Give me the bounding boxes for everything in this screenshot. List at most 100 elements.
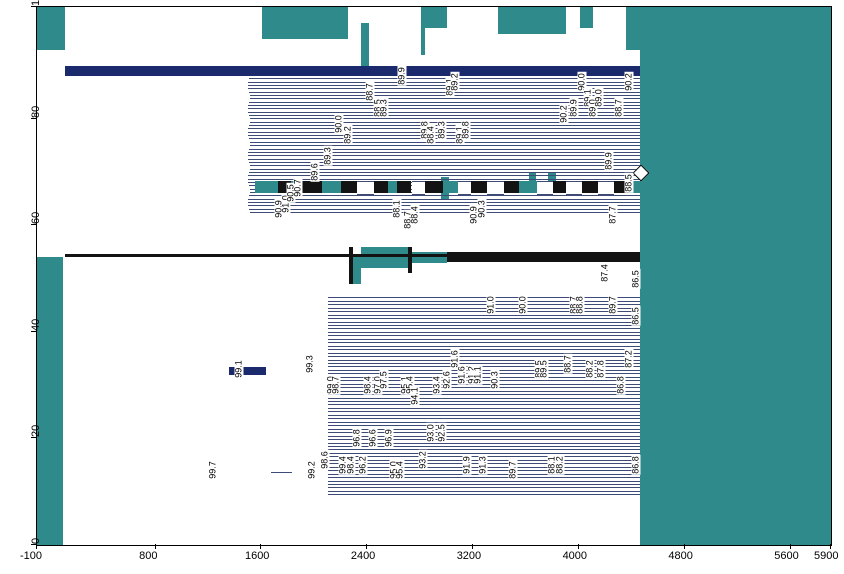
- crossband-seg: [537, 181, 553, 196]
- contour-label: 89.6: [310, 162, 319, 182]
- x-tick: [830, 544, 831, 549]
- contour-label: 87.2: [624, 349, 633, 369]
- contour-label: 90.7: [293, 178, 302, 198]
- contour-lower: [328, 311, 640, 312]
- y-tick-label: 60: [30, 212, 42, 224]
- contour-label: 86.8: [632, 455, 641, 475]
- y-tick: [31, 331, 36, 332]
- contour-label: 90.2: [624, 72, 633, 92]
- contour-upper: [248, 112, 641, 113]
- contour-lower: [328, 346, 640, 347]
- y-tick: [31, 6, 36, 7]
- contour-lower: [328, 339, 640, 340]
- x-tick-label: -100: [20, 550, 42, 562]
- y-tick: [31, 224, 36, 225]
- contour-label: 89.5: [539, 359, 548, 379]
- contour-label: 87.4: [600, 264, 609, 284]
- navy-outline: [65, 66, 641, 77]
- teal-region: [498, 7, 567, 34]
- contour-label: 90.2: [559, 104, 568, 124]
- crossband-seg: [397, 181, 412, 194]
- crossband-seg: [519, 181, 538, 194]
- contour-label: 88.2: [586, 359, 595, 379]
- contour-label: 92.5: [437, 423, 446, 443]
- contour-lower: [328, 404, 640, 405]
- contour-lower: [328, 415, 640, 416]
- contour-lower: [328, 297, 640, 298]
- crossband-seg: [553, 181, 566, 194]
- contour-label: 93.4: [432, 375, 441, 395]
- contour-upper: [249, 115, 641, 116]
- x-tick-label: 1600: [245, 550, 269, 562]
- contour-label: 88.1: [392, 200, 401, 220]
- contour-label: 94.1: [411, 386, 420, 406]
- crossband-seg: [566, 181, 582, 196]
- x-tick-label: 800: [139, 550, 157, 562]
- contour-lower: [328, 304, 640, 305]
- contour-lower: [328, 491, 640, 492]
- teal-region: [640, 7, 653, 28]
- crossband-seg: [582, 181, 598, 194]
- x-tick-label: 2400: [351, 550, 375, 562]
- stub-line: [271, 472, 292, 473]
- contour-label: 99.3: [305, 354, 314, 374]
- contour-label: 89.0: [595, 88, 604, 108]
- contour-lower: [328, 449, 640, 450]
- contour-label: 93.0: [427, 423, 436, 443]
- contour-label: 91.1: [473, 365, 482, 385]
- contour-label: 96.9: [385, 429, 394, 449]
- contour-lower: [328, 484, 640, 485]
- contour-upper: [249, 209, 641, 210]
- x-tick: [366, 544, 367, 549]
- crossband-seg: [388, 181, 397, 194]
- teal-region: [626, 7, 641, 50]
- contour-label: 88.7: [615, 98, 624, 118]
- contour-label: 87.7: [608, 205, 617, 225]
- teal-region: [315, 7, 348, 39]
- crossband-seg: [471, 181, 487, 194]
- contour-label: 88.4: [427, 125, 436, 145]
- contour-label: 91.9: [463, 455, 472, 475]
- contour-upper: [249, 195, 640, 196]
- contour-label: 88.7: [563, 354, 572, 374]
- contour-lower: [328, 342, 640, 343]
- contour-lower: [328, 308, 640, 309]
- crossband-seg: [458, 181, 471, 196]
- contour-label: 88.2: [555, 455, 564, 475]
- crossband-seg: [357, 181, 374, 196]
- contour-upper: [250, 169, 641, 170]
- x-tick-label: 5900: [814, 550, 838, 562]
- contour-lower: [328, 335, 640, 336]
- crossband-seg: [425, 181, 444, 194]
- y-tick: [31, 544, 36, 545]
- y-tick-label: 0: [30, 538, 42, 544]
- x-tick: [790, 544, 791, 549]
- x-tick-label: 3200: [457, 550, 481, 562]
- contour-upper: [248, 155, 641, 156]
- contour-upper: [248, 205, 641, 206]
- contour-lower: [328, 487, 640, 488]
- contour-lower: [328, 453, 640, 454]
- contour-label: 93.2: [419, 450, 428, 470]
- contour-lower: [328, 349, 640, 350]
- contour-label: 98.7: [332, 375, 341, 395]
- contour-label: 96.2: [358, 455, 367, 475]
- contour-label: 99.2: [308, 461, 317, 481]
- crossband-seg: [255, 181, 277, 194]
- contour-upper: [248, 202, 641, 203]
- teal-region: [640, 7, 831, 545]
- contour-label: 86.5: [632, 306, 641, 326]
- contour-label: 99.7: [209, 461, 218, 481]
- teal-region: [361, 23, 369, 71]
- contour-label: 91.3: [478, 455, 487, 475]
- x-tick: [260, 544, 261, 549]
- contour-upper: [249, 172, 640, 173]
- contour-upper: [248, 199, 640, 200]
- contour-upper: [248, 179, 641, 180]
- contour-label: 88.4: [411, 205, 420, 225]
- x-tick-label: 5600: [774, 550, 798, 562]
- contour-label: 89.9: [570, 98, 579, 118]
- x-tick: [578, 544, 579, 549]
- contour-label: 89.2: [343, 125, 352, 145]
- contour-upper: [248, 159, 641, 160]
